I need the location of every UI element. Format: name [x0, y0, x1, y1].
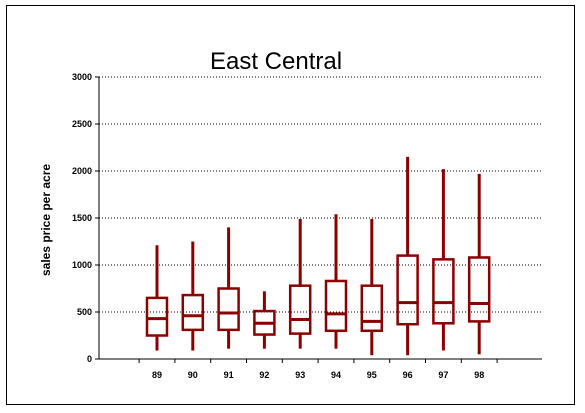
y-tick-label-500: 500	[77, 307, 92, 317]
y-tick-label-2000: 2000	[72, 166, 92, 176]
y-tick-label-0: 0	[87, 354, 92, 364]
iqr-box-96	[396, 254, 419, 326]
iqr-box-95	[360, 284, 384, 333]
x-tick-label-94: 94	[331, 370, 341, 380]
iqr-box-94	[324, 279, 348, 333]
y-tick-labels: 0 500 1000 1500 2000 2500 3000	[72, 72, 92, 364]
x-tick-label-90: 90	[188, 370, 198, 380]
box-plot-chart: East Central sales price per acre 0 500 10…	[39, 48, 542, 380]
box-97	[432, 169, 455, 351]
iqr-box-90	[181, 293, 205, 332]
iqr-box-91	[217, 287, 240, 332]
box-95	[360, 218, 384, 356]
box-91	[217, 227, 240, 349]
box-98	[467, 173, 491, 355]
box-89	[145, 245, 169, 351]
box-series	[145, 156, 491, 356]
x-tick-label-93: 93	[295, 370, 305, 380]
iqr-box-89	[145, 296, 169, 337]
y-axis-label: sales price per acre	[39, 164, 53, 276]
x-tick-label-98: 98	[474, 370, 484, 380]
y-tick-label-3000: 3000	[72, 72, 92, 82]
y-tick-label-1500: 1500	[72, 213, 92, 223]
x-tick-label-89: 89	[152, 370, 162, 380]
x-tick-label-92: 92	[259, 370, 269, 380]
iqr-box-98	[467, 256, 491, 323]
gridlines	[99, 76, 542, 313]
y-tick-label-2500: 2500	[72, 119, 92, 129]
box-93	[288, 218, 312, 349]
x-tick-label-91: 91	[224, 370, 234, 380]
box-92	[253, 291, 276, 349]
y-tick-label-1000: 1000	[72, 260, 92, 270]
box-94	[324, 214, 348, 349]
x-tick-labels: 89 90 91 92 93 94 95 96 97 98	[152, 370, 484, 380]
x-tick-label-95: 95	[367, 370, 377, 380]
box-90	[181, 241, 205, 351]
chart-title: East Central	[210, 48, 342, 75]
chart-frame: East Central sales price per acre 0 500 10…	[6, 5, 575, 405]
iqr-box-97	[432, 258, 455, 325]
iqr-box-93	[288, 284, 312, 335]
x-tick-label-96: 96	[403, 370, 413, 380]
axes	[95, 76, 542, 363]
x-tick-label-97: 97	[438, 370, 448, 380]
box-96	[396, 156, 419, 356]
